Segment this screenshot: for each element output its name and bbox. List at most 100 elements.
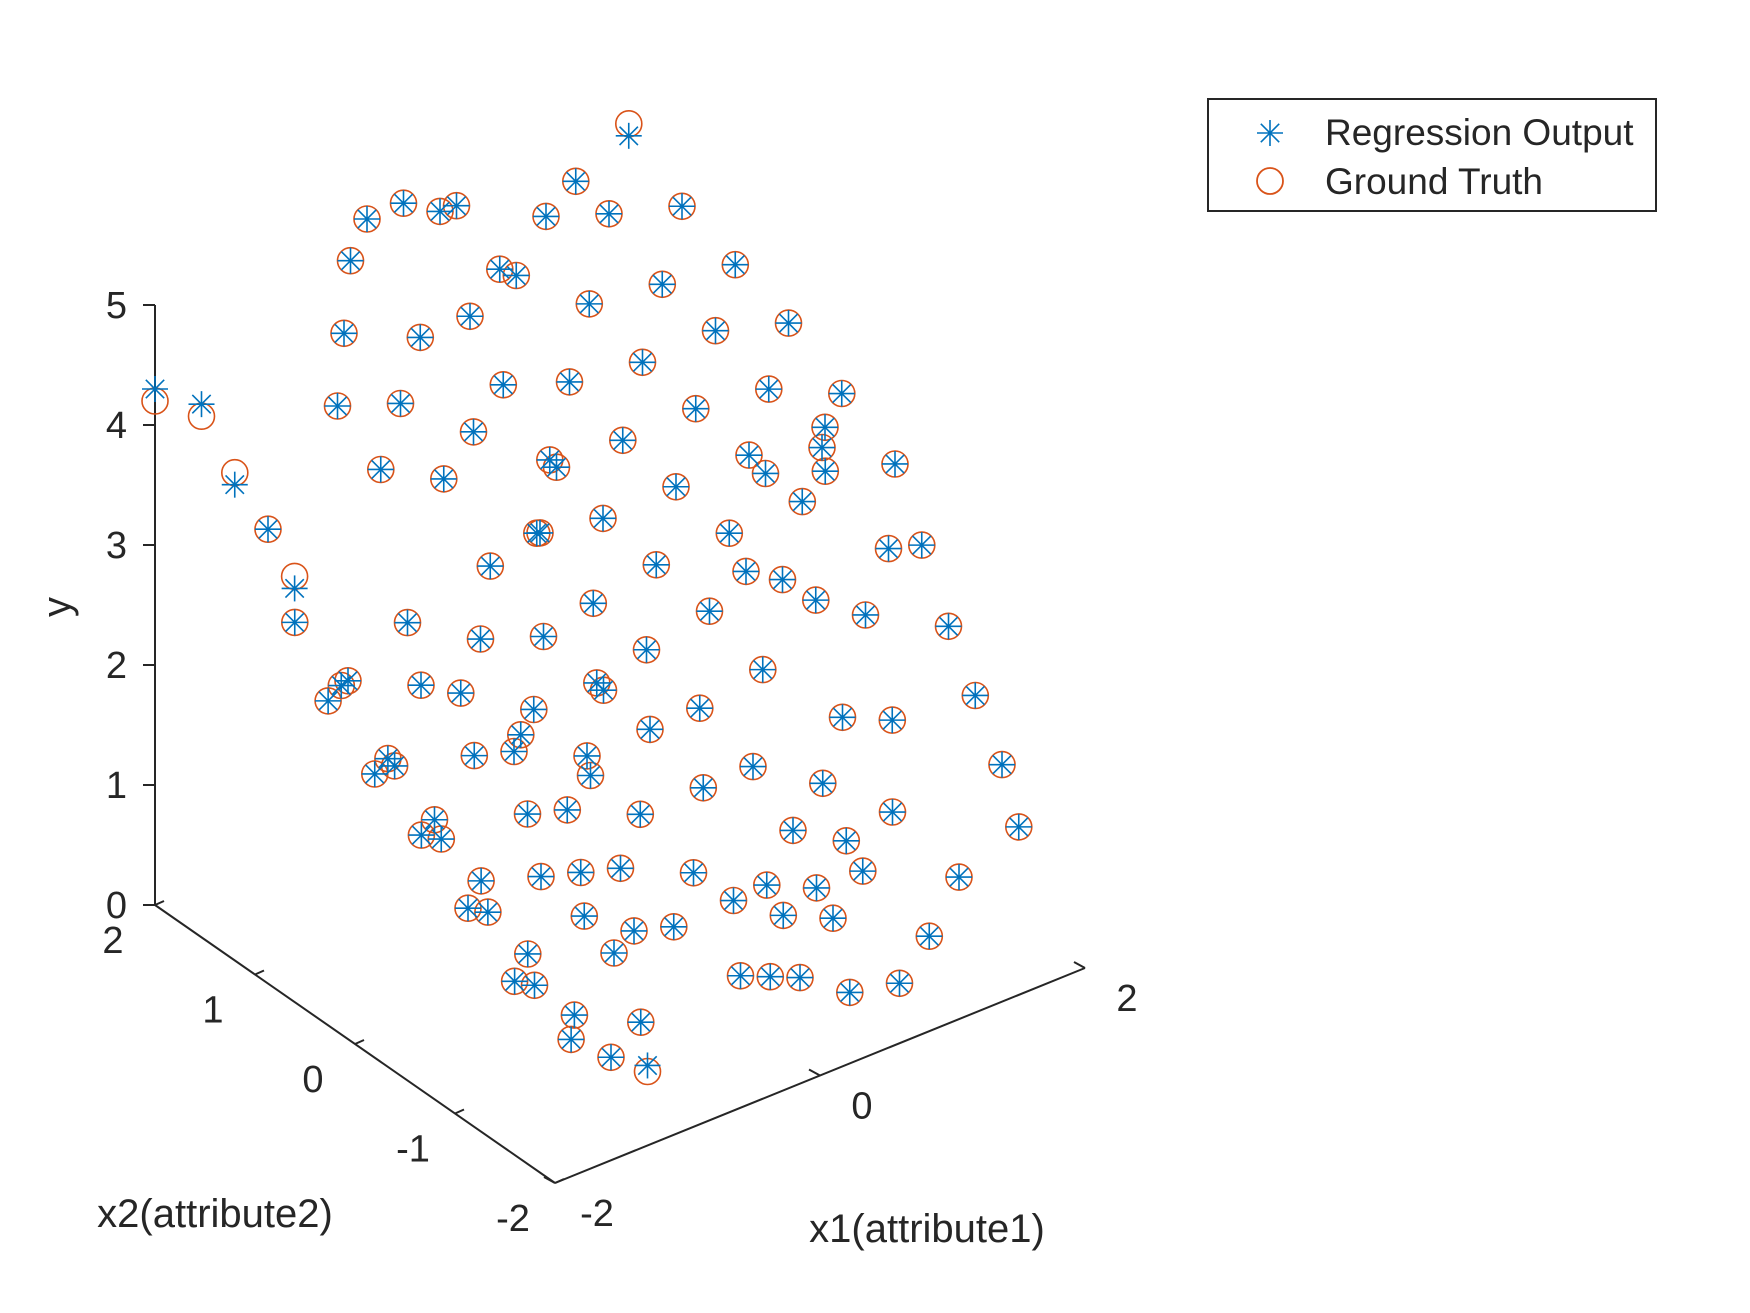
asterisk-stroke (504, 971, 525, 992)
regression-output-point (528, 863, 554, 890)
regression-output-point (643, 551, 670, 578)
regression-output-point (722, 251, 749, 278)
asterisk-stroke (478, 902, 498, 922)
asterisk-stroke (792, 491, 813, 512)
regression-output-point (833, 827, 860, 854)
asterisk-stroke (464, 745, 485, 766)
asterisk-stroke (938, 616, 959, 637)
x1-tick-mark (543, 1176, 556, 1184)
asterisk-stroke (410, 327, 431, 348)
asterisk-stroke (755, 463, 776, 484)
asterisk-stroke (431, 829, 452, 849)
x2-tick-mark (354, 1039, 365, 1045)
regression-output-point (367, 456, 394, 483)
asterisk-stroke (393, 193, 414, 213)
asterisk-stroke (411, 825, 432, 845)
regression-output-point (520, 696, 547, 723)
x1-axis-label: x1(attribute1) (809, 1207, 1045, 1251)
regression-output-point (749, 656, 776, 683)
regression-output-point (621, 917, 647, 944)
regression-output-point (571, 903, 598, 930)
regression-output-point (663, 473, 689, 500)
asterisk-stroke (489, 259, 510, 279)
asterisk-stroke (599, 204, 619, 224)
asterisk-stroke (683, 862, 704, 883)
regression-output-point (989, 751, 1015, 778)
asterisk-stroke (1260, 123, 1280, 143)
asterisk-stroke (604, 943, 624, 963)
legend-marker-regression-output (1257, 120, 1283, 146)
regression-output-point (561, 1002, 588, 1029)
regression-output-point (407, 324, 434, 351)
asterisk-stroke (318, 691, 338, 711)
asterisk-stroke (577, 746, 597, 766)
asterisk-stroke (719, 523, 740, 543)
regression-output-point (601, 940, 627, 966)
regression-output-point (394, 609, 421, 636)
asterisk-stroke (517, 944, 538, 964)
asterisk-stroke (739, 445, 759, 465)
regression-output-point (521, 972, 548, 999)
z-tick-label: 3 (106, 525, 127, 567)
x2-tick-mark (154, 900, 165, 906)
regression-output-point (315, 687, 342, 714)
regression-output-point (627, 1009, 654, 1036)
asterisk-stroke (546, 457, 567, 477)
asterisk-stroke (911, 535, 932, 555)
asterisk-stroke (632, 352, 653, 373)
legend: Regression Output Ground Truth (1207, 98, 1657, 212)
x2-axis-label: x2(attribute2) (97, 1192, 333, 1236)
x2-tick-label: 1 (202, 990, 223, 1032)
regression-output-point (461, 742, 488, 769)
regression-output-point (609, 427, 636, 454)
asterisk-stroke (618, 126, 639, 146)
asterisk-stroke (778, 313, 799, 333)
regression-output-point (769, 566, 796, 593)
asterisk-stroke (831, 383, 852, 404)
regression-output-point (836, 979, 863, 1006)
asterisk-stroke (224, 474, 245, 495)
regression-output-point (809, 770, 836, 797)
asterisk-stroke (652, 274, 673, 295)
asterisk-stroke (446, 195, 467, 216)
regression-output-point (477, 553, 504, 580)
regression-output-point (736, 442, 762, 469)
regression-output-point (812, 458, 839, 485)
asterisk-stroke (384, 756, 405, 776)
asterisk-stroke (411, 675, 431, 695)
regression-output-point (787, 964, 813, 991)
regression-output-point (789, 488, 816, 515)
asterisk-stroke (832, 707, 853, 728)
x2-tick-label: -2 (496, 1198, 530, 1240)
regression-output-point (408, 822, 435, 849)
asterisk-stroke (357, 209, 377, 229)
asterisk-stroke (689, 698, 710, 718)
asterisk-stroke (531, 866, 551, 887)
regression-output-point (503, 262, 530, 289)
asterisk-stroke (470, 629, 491, 649)
z-tick-label: 1 (106, 765, 127, 807)
regression-output-point (387, 390, 414, 417)
regression-output-point (255, 516, 281, 543)
legend-marker-ground-truth (1256, 167, 1284, 195)
regression-output-point (335, 667, 361, 694)
regression-output-point (281, 575, 308, 602)
regression-output-point (733, 558, 759, 585)
regression-output-point (829, 704, 856, 731)
asterisk-stroke (812, 773, 833, 794)
asterisk-stroke (725, 254, 746, 275)
asterisk-stroke (1008, 817, 1029, 837)
asterisk-stroke (760, 966, 781, 987)
regression-output-point (533, 203, 559, 230)
asterisk-stroke (965, 685, 986, 706)
regression-output-point (633, 636, 660, 663)
regression-output-point (780, 817, 806, 844)
regression-output-point (649, 271, 676, 298)
asterisk-stroke (524, 975, 545, 996)
regression-output-point (812, 414, 838, 441)
x1-tick-mark (808, 1068, 821, 1077)
legend-label-ground-truth: Ground Truth (1325, 161, 1543, 202)
asterisk-stroke (463, 422, 484, 442)
